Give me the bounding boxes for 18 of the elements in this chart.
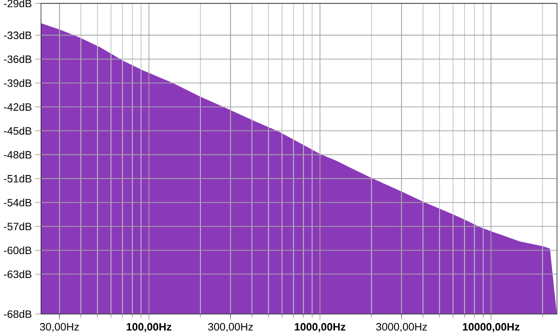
- x-tick-label: 30,00Hz: [40, 323, 79, 332]
- y-tick-label: -39dB: [4, 79, 32, 87]
- x-tick-label: 10000,00Hz: [462, 323, 520, 332]
- y-tick-label: -36dB: [4, 55, 32, 64]
- y-tick-label: -45dB: [4, 126, 32, 135]
- y-tick-label: -57dB: [4, 222, 32, 230]
- y-tick-label: -60dB: [4, 246, 32, 254]
- y-tick-label: -33dB: [4, 31, 32, 40]
- y-tick-label: -54dB: [4, 198, 32, 206]
- y-tick-label: -68dB: [4, 310, 32, 318]
- x-tick-label: 3000,00Hz: [376, 323, 427, 332]
- y-tick-label: -48dB: [4, 150, 32, 159]
- y-tick-label: -63dB: [4, 270, 32, 278]
- x-tick-label: 300,00Hz: [208, 323, 253, 332]
- y-tick-label: -42dB: [4, 102, 32, 111]
- y-tick-label: -51dB: [4, 174, 32, 182]
- x-tick-label: 1000,00Hz: [294, 323, 346, 332]
- x-tick-label: 100,00Hz: [126, 323, 172, 332]
